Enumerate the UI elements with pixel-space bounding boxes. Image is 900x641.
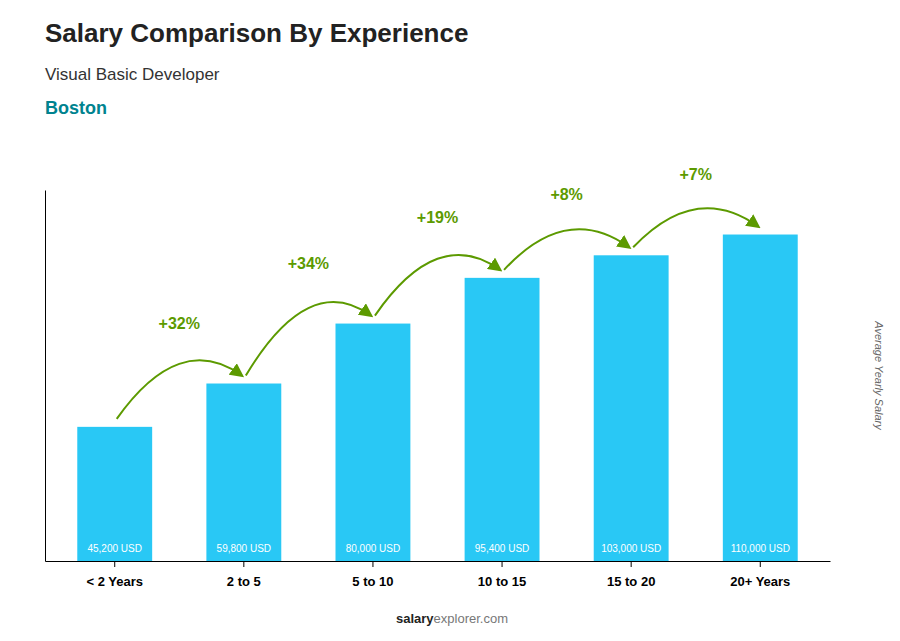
- data-label: 95,400 USD: [475, 543, 529, 554]
- x-tick: < 2 Years: [86, 561, 143, 589]
- x-tick: 20+ Years: [730, 561, 790, 589]
- bar: [465, 278, 540, 561]
- change-arrow: [633, 208, 758, 247]
- x-tick-label: 10 to 15: [478, 574, 526, 589]
- x-tick-mark: [243, 561, 244, 567]
- data-label: 45,200 USD: [87, 543, 141, 554]
- footer-part: salary: [396, 611, 434, 626]
- change-label: +8%: [550, 186, 582, 203]
- x-tick-label: < 2 Years: [86, 574, 143, 589]
- change-arrow: [375, 255, 500, 316]
- change-arrow: [246, 302, 371, 375]
- data-label: 80,000 USD: [346, 543, 400, 554]
- bar: [594, 255, 669, 561]
- change-label: +34%: [288, 255, 329, 272]
- x-tick-label: 15 to 20: [607, 574, 655, 589]
- x-tick-label: 2 to 5: [227, 574, 261, 589]
- x-tick-mark: [760, 561, 761, 567]
- title: Salary Comparison By Experience: [45, 18, 468, 48]
- bars: [77, 235, 797, 561]
- change-label: +19%: [417, 209, 458, 226]
- bar: [723, 235, 798, 561]
- x-tick-mark: [502, 561, 503, 567]
- x-tick: 10 to 15: [478, 561, 526, 589]
- x-tick-mark: [631, 561, 632, 567]
- bar: [77, 427, 152, 561]
- change-label: +32%: [159, 315, 200, 332]
- change-arrow: [504, 229, 629, 270]
- data-label: 59,800 USD: [217, 543, 271, 554]
- footer: salaryexplorer.com: [396, 611, 508, 626]
- x-tick-label: 5 to 10: [352, 574, 393, 589]
- x-tick-mark: [372, 561, 373, 567]
- x-tick-label: 20+ Years: [730, 574, 790, 589]
- change-arrow: [117, 360, 242, 419]
- y-axis-title: Average Yearly Salary: [873, 320, 885, 431]
- x-axis-line: [46, 561, 831, 562]
- bar: [336, 324, 411, 561]
- city: Boston: [45, 98, 107, 118]
- bar: [206, 384, 281, 561]
- footer-part: explorer.com: [434, 611, 508, 626]
- data-labels: 45,200 USD 59,800 USD 80,000 USD 95,400 USD…: [87, 543, 789, 554]
- data-label: 103,000 USD: [601, 543, 661, 554]
- x-tick: 15 to 20: [607, 561, 655, 589]
- x-tick: 5 to 10: [352, 561, 393, 589]
- y-axis: [45, 191, 46, 562]
- chart: Salary Comparison By Experience Visual Ba…: [0, 0, 900, 641]
- x-tick: 2 to 5: [227, 561, 261, 589]
- y-axis-line: [45, 191, 46, 562]
- x-axis: < 2 Years 2 to 5 5 to 10 10 to 15 15 to 20 20…: [46, 561, 831, 589]
- subtitle: Visual Basic Developer: [45, 65, 220, 84]
- data-label: 110,000 USD: [731, 543, 790, 554]
- x-tick-mark: [114, 561, 115, 567]
- annotations: +32% +34% +19% +8% +7%: [117, 166, 759, 419]
- change-label: +7%: [679, 166, 711, 183]
